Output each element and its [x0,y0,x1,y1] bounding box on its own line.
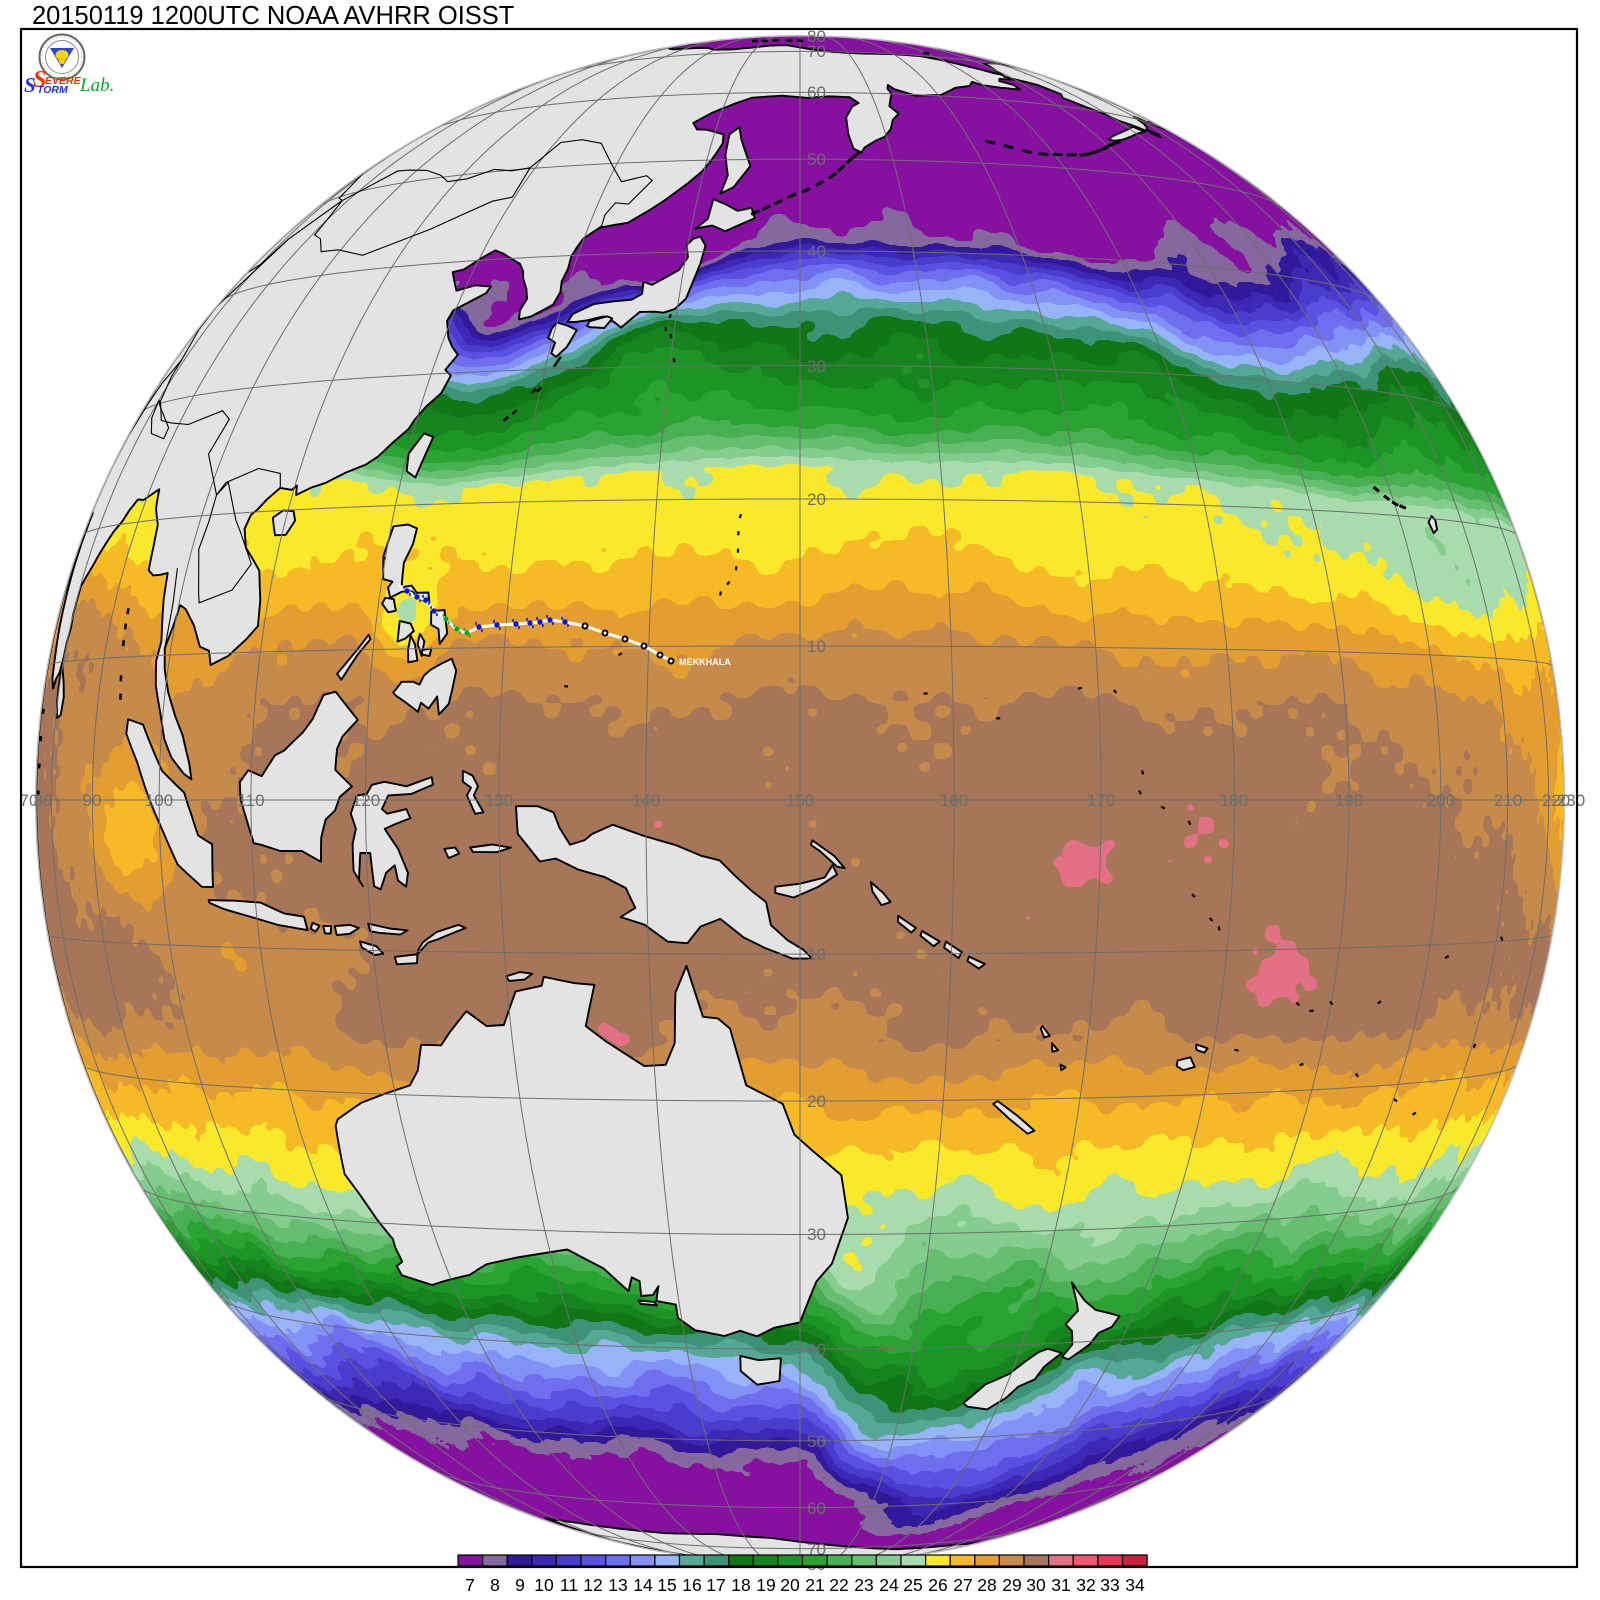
svg-text:50: 50 [807,1432,826,1451]
svg-text:23: 23 [854,1575,873,1595]
svg-text:18: 18 [731,1575,750,1595]
svg-text:120: 120 [352,791,380,810]
svg-text:10: 10 [807,637,826,656]
svg-text:14: 14 [633,1575,653,1595]
svg-text:11: 11 [560,1575,578,1595]
svg-text:90: 90 [83,791,102,810]
svg-text:60: 60 [807,1499,826,1518]
svg-text:20150119 1200UTC NOAA AVHRR OI: 20150119 1200UTC NOAA AVHRR OISST [32,2,514,30]
svg-text:230: 230 [1557,791,1585,810]
svg-text:50: 50 [807,150,826,169]
svg-text:12: 12 [583,1575,602,1595]
svg-text:S: S [24,73,36,97]
svg-text:160: 160 [940,791,968,810]
svg-text:40: 40 [807,1340,826,1359]
svg-text:140: 140 [632,791,660,810]
svg-text:9: 9 [515,1575,525,1595]
svg-text:20: 20 [780,1575,800,1595]
svg-text:70: 70 [807,1540,826,1559]
svg-text:40: 40 [807,242,826,261]
svg-text:80: 80 [807,27,826,46]
svg-text:MEKKHALA: MEKKHALA [679,657,731,667]
svg-text:32: 32 [1076,1575,1095,1595]
svg-text:80: 80 [34,791,53,810]
svg-text:27: 27 [953,1575,972,1595]
svg-text:60: 60 [807,83,826,102]
svg-text:15: 15 [657,1575,676,1595]
svg-text:29: 29 [1002,1575,1021,1595]
svg-text:16: 16 [682,1575,701,1595]
svg-text:100: 100 [145,791,173,810]
svg-text:10: 10 [534,1575,554,1595]
svg-text:21: 21 [805,1575,824,1595]
svg-text:7: 7 [465,1575,475,1595]
svg-text:22: 22 [829,1575,848,1595]
svg-text:110: 110 [237,791,264,810]
svg-text:34: 34 [1125,1575,1145,1595]
svg-text:30: 30 [1026,1575,1046,1595]
svg-text:180: 180 [1220,791,1248,810]
svg-text:13: 13 [608,1575,627,1595]
svg-text:24: 24 [879,1575,899,1595]
svg-text:8: 8 [490,1575,500,1595]
svg-text:220: 220 [1542,791,1570,810]
svg-text:28: 28 [977,1575,996,1595]
svg-text:150: 150 [786,791,814,810]
svg-text:S: S [33,67,46,93]
svg-text:19: 19 [756,1575,775,1595]
svg-text:Lab.: Lab. [79,75,114,96]
svg-text:30: 30 [807,1225,826,1244]
svg-text:170: 170 [1087,791,1115,810]
svg-text:10: 10 [807,945,826,964]
svg-text:31: 31 [1051,1575,1070,1595]
svg-text:17: 17 [706,1575,725,1595]
svg-text:20: 20 [807,1092,826,1111]
svg-text:70: 70 [807,42,826,61]
svg-text:25: 25 [903,1575,922,1595]
svg-text:20: 20 [807,490,826,509]
svg-text:190: 190 [1335,791,1363,810]
svg-text:EVERE: EVERE [45,75,82,87]
svg-text:130: 130 [485,791,513,810]
svg-text:200: 200 [1427,791,1455,810]
svg-text:33: 33 [1100,1575,1119,1595]
svg-text:70: 70 [20,791,39,810]
svg-text:210: 210 [1494,791,1522,810]
svg-text:26: 26 [928,1575,947,1595]
svg-text:TORM: TORM [37,84,68,96]
svg-text:30: 30 [807,357,826,376]
